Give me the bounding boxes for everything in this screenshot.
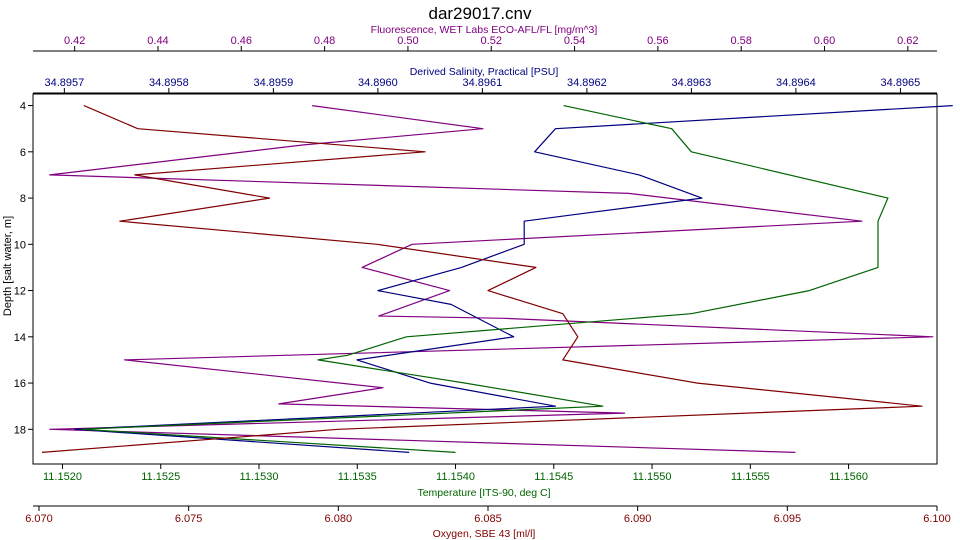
oxygen-tick-label: 6.070 <box>25 513 53 525</box>
salinity-tick-label: 34.8958 <box>149 77 189 89</box>
fluorescence-tick-label: 0.44 <box>147 35 168 47</box>
depth-axis-label: Depth [salt water, m] <box>2 216 14 316</box>
salinity-tick-label: 34.8961 <box>463 77 503 89</box>
temperature-tick-label: 11.1520 <box>43 471 82 483</box>
fluorescence-tick-label: 0.42 <box>64 35 85 47</box>
depth-tick-label: 18 <box>14 424 26 436</box>
temperature-tick-label: 11.1535 <box>338 471 377 483</box>
depth-tick-label: 4 <box>20 101 26 113</box>
salinity-series-line <box>74 105 953 453</box>
salinity-tick-label: 34.8963 <box>672 77 712 89</box>
oxygen-tick-label: 6.090 <box>624 513 652 525</box>
temperature-tick-label: 11.1540 <box>436 471 475 483</box>
oxygen-tick-label: 6.075 <box>175 513 203 525</box>
fluorescence-tick-label: 0.60 <box>814 35 835 47</box>
fluorescence-tick-label: 0.48 <box>314 35 335 47</box>
oxygen-tick-label: 6.085 <box>474 513 502 525</box>
salinity-tick-label: 34.8962 <box>567 77 607 89</box>
chart-title: dar29017.cnv <box>428 4 532 23</box>
fluorescence-tick-label: 0.46 <box>231 35 252 47</box>
depth-tick-label: 16 <box>14 378 26 390</box>
fluorescence-tick-label: 0.58 <box>730 35 751 47</box>
fluorescence-tick-label: 0.54 <box>564 35 585 47</box>
oxygen-tick-label: 6.100 <box>923 513 951 525</box>
oxygen-axis-label: Oxygen, SBE 43 [ml/l] <box>433 528 536 540</box>
depth-tick-label: 12 <box>14 286 26 298</box>
oxygen-tick-label: 6.080 <box>325 513 353 525</box>
salinity-tick-label: 34.8964 <box>776 77 816 89</box>
depth-tick-label: 8 <box>20 193 26 205</box>
fluorescence-tick-label: 0.50 <box>397 35 418 47</box>
salinity-tick-label: 34.8959 <box>253 77 293 89</box>
oxygen-series-line <box>41 105 923 453</box>
temperature-tick-label: 11.1555 <box>731 471 770 483</box>
temperature-tick-label: 11.1525 <box>141 471 180 483</box>
fluorescence-axis-label: Fluorescence, WET Labs ECO-AFL/FL [mg/m^… <box>371 24 598 36</box>
temperature-tick-label: 11.1550 <box>633 471 672 483</box>
fluorescence-tick-label: 0.56 <box>647 35 668 47</box>
temperature-tick-label: 11.1530 <box>240 471 279 483</box>
temperature-tick-label: 11.1545 <box>534 471 573 483</box>
depth-tick-label: 10 <box>14 239 26 251</box>
oxygen-tick-label: 6.095 <box>774 513 802 525</box>
fluorescence-series-line <box>49 105 934 453</box>
salinity-axis-label: Derived Salinity, Practical [PSU] <box>410 66 559 78</box>
plot-area <box>32 93 938 465</box>
temperature-tick-label: 11.1560 <box>829 471 868 483</box>
salinity-tick-label: 34.8957 <box>44 77 84 89</box>
depth-tick-label: 14 <box>14 332 26 344</box>
fluorescence-tick-label: 0.52 <box>481 35 502 47</box>
depth-tick-label: 6 <box>20 147 26 159</box>
temperature-axis-label: Temperature [ITS-90, deg C] <box>417 487 550 499</box>
fluorescence-tick-label: 0.62 <box>897 35 918 47</box>
temperature-series-line <box>81 105 889 453</box>
salinity-tick-label: 34.8965 <box>881 77 921 89</box>
salinity-tick-label: 34.8960 <box>358 77 398 89</box>
series-layer <box>41 105 953 453</box>
axes-layer: 0.42 0.44 0.46 0.48 0.50 0.52 0.54 0.56 0.58 0.60… <box>14 35 951 525</box>
